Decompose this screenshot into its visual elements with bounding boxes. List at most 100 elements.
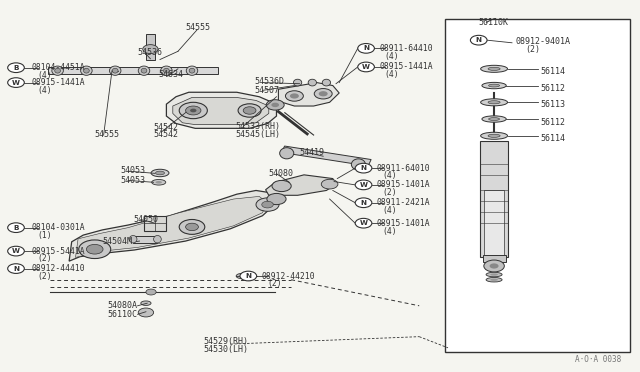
Ellipse shape xyxy=(488,67,500,70)
Text: N: N xyxy=(360,200,367,206)
Circle shape xyxy=(190,109,196,112)
Polygon shape xyxy=(76,196,268,257)
Text: 54634: 54634 xyxy=(159,70,184,79)
Circle shape xyxy=(319,91,328,96)
Polygon shape xyxy=(278,83,339,106)
Text: 54050: 54050 xyxy=(133,215,158,224)
Ellipse shape xyxy=(482,82,506,89)
Bar xyxy=(144,216,166,231)
Bar xyxy=(483,255,506,262)
Text: 54536D: 54536D xyxy=(255,77,285,86)
Text: 56114: 56114 xyxy=(541,134,566,143)
Ellipse shape xyxy=(280,148,294,159)
Text: 54529(RH): 54529(RH) xyxy=(204,337,248,346)
Bar xyxy=(480,141,508,257)
Text: W: W xyxy=(360,220,367,226)
Text: 54542: 54542 xyxy=(154,123,179,132)
Circle shape xyxy=(355,218,372,228)
Circle shape xyxy=(8,78,24,87)
Ellipse shape xyxy=(488,101,500,104)
Text: (1): (1) xyxy=(37,231,52,240)
Text: 08915-1441A: 08915-1441A xyxy=(380,62,433,71)
Text: 08104-4451A: 08104-4451A xyxy=(32,63,86,72)
Text: 56110K: 56110K xyxy=(479,18,509,27)
Ellipse shape xyxy=(322,79,331,86)
Circle shape xyxy=(267,193,286,205)
Ellipse shape xyxy=(293,79,302,86)
Text: W: W xyxy=(12,80,20,86)
Text: B: B xyxy=(13,225,19,231)
Circle shape xyxy=(8,223,24,232)
Circle shape xyxy=(8,246,24,256)
Ellipse shape xyxy=(351,159,365,170)
Text: N: N xyxy=(245,273,252,279)
Ellipse shape xyxy=(154,235,161,243)
Text: 08915-1401A: 08915-1401A xyxy=(377,180,431,189)
Text: 08911-64010: 08911-64010 xyxy=(377,164,431,173)
Text: 54533(RH): 54533(RH) xyxy=(236,122,280,131)
Ellipse shape xyxy=(308,79,317,86)
Circle shape xyxy=(272,180,291,192)
Text: 08915-1441A: 08915-1441A xyxy=(32,78,86,87)
Ellipse shape xyxy=(189,68,195,73)
Ellipse shape xyxy=(481,99,508,106)
Circle shape xyxy=(262,201,273,208)
Text: (4): (4) xyxy=(385,70,399,79)
Text: (2): (2) xyxy=(37,254,52,263)
Text: 54555: 54555 xyxy=(95,130,120,139)
Bar xyxy=(146,34,155,60)
Text: 54053: 54053 xyxy=(120,176,145,185)
Text: (4): (4) xyxy=(385,52,399,61)
Ellipse shape xyxy=(488,134,500,137)
Text: N: N xyxy=(476,37,482,43)
Text: 08912-44210: 08912-44210 xyxy=(262,272,316,280)
Circle shape xyxy=(143,45,158,54)
Circle shape xyxy=(355,198,372,208)
Text: (4): (4) xyxy=(382,227,397,235)
Ellipse shape xyxy=(52,66,63,75)
Circle shape xyxy=(358,44,374,53)
Ellipse shape xyxy=(109,66,121,75)
Text: (2): (2) xyxy=(525,45,540,54)
Text: 54080: 54080 xyxy=(269,169,294,178)
Text: 54504M: 54504M xyxy=(102,237,132,246)
Polygon shape xyxy=(166,92,276,128)
Text: 08915-5441A: 08915-5441A xyxy=(32,247,86,256)
Text: B: B xyxy=(13,65,19,71)
Text: 56110C: 56110C xyxy=(108,310,138,319)
Text: 08912-9401A: 08912-9401A xyxy=(516,37,571,46)
Circle shape xyxy=(8,264,24,273)
Text: 54545(LH): 54545(LH) xyxy=(236,130,280,139)
Ellipse shape xyxy=(164,68,169,73)
Text: 54507: 54507 xyxy=(255,86,280,95)
Polygon shape xyxy=(266,175,336,195)
Bar xyxy=(445,19,630,352)
Circle shape xyxy=(179,102,207,119)
Bar xyxy=(133,236,157,243)
Text: 54053: 54053 xyxy=(120,166,145,174)
Text: N: N xyxy=(363,45,369,51)
Ellipse shape xyxy=(152,179,166,185)
Ellipse shape xyxy=(138,66,150,75)
Bar xyxy=(282,146,371,166)
Text: (4): (4) xyxy=(382,171,397,180)
Text: 54555: 54555 xyxy=(186,23,211,32)
Polygon shape xyxy=(69,190,276,261)
Text: 08912-44410: 08912-44410 xyxy=(32,264,86,273)
Circle shape xyxy=(290,93,299,99)
Text: A·O·A 0038: A·O·A 0038 xyxy=(575,355,621,364)
Ellipse shape xyxy=(486,278,502,282)
Text: W: W xyxy=(360,182,367,188)
Ellipse shape xyxy=(129,235,137,243)
Ellipse shape xyxy=(84,68,90,73)
Circle shape xyxy=(314,89,332,99)
Ellipse shape xyxy=(236,273,248,279)
Ellipse shape xyxy=(151,169,169,177)
Text: W: W xyxy=(362,64,370,70)
Text: (2): (2) xyxy=(37,272,52,281)
Circle shape xyxy=(86,244,103,254)
Bar xyxy=(48,67,218,74)
Circle shape xyxy=(79,240,111,259)
Ellipse shape xyxy=(81,66,92,75)
Ellipse shape xyxy=(490,273,498,276)
